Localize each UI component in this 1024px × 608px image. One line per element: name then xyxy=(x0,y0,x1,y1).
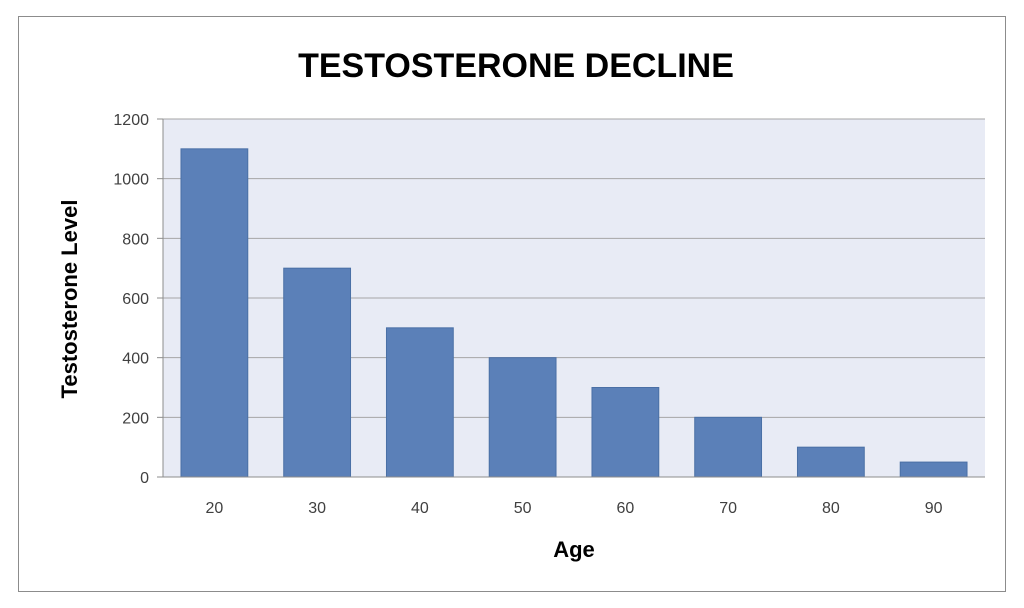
x-axis-title: Age xyxy=(553,537,595,562)
y-tick-label: 0 xyxy=(140,470,149,487)
y-tick-label: 1000 xyxy=(113,172,149,189)
x-tick-label: 20 xyxy=(205,500,223,517)
bar-40 xyxy=(385,327,454,478)
chart-title: TESTOSTERONE DECLINE xyxy=(298,47,734,85)
x-tick-labels: 20 30 40 50 60 70 80 90 xyxy=(205,500,942,517)
bar-90 xyxy=(899,461,968,478)
x-tick-label: 90 xyxy=(925,500,943,517)
y-tick-label: 1200 xyxy=(113,112,149,129)
y-tick-labels: 0 200 400 600 800 1000 1200 xyxy=(113,112,163,487)
y-tick-label: 400 xyxy=(122,351,149,368)
bar-70 xyxy=(694,416,763,478)
x-tick-label: 50 xyxy=(514,500,532,517)
chart-frame: TESTOSTERONE DECLINE 0 200 400 600 800 1000 12… xyxy=(18,16,1006,592)
bar-80 xyxy=(796,446,865,478)
bars xyxy=(180,148,968,478)
y-axis-title: Testosterone Level xyxy=(57,200,82,399)
x-tick-label: 80 xyxy=(822,500,840,517)
y-tick-label: 200 xyxy=(122,410,149,427)
x-tick-label: 60 xyxy=(616,500,634,517)
bar-60 xyxy=(591,387,660,478)
y-tick-label: 600 xyxy=(122,291,149,308)
x-tick-label: 70 xyxy=(719,500,737,517)
y-tick-label: 800 xyxy=(122,231,149,248)
bar-30 xyxy=(283,267,352,478)
bar-chart: TESTOSTERONE DECLINE 0 200 400 600 800 1000 12… xyxy=(57,47,985,562)
bar-50 xyxy=(488,357,557,478)
bar-20 xyxy=(180,148,249,478)
x-tick-label: 30 xyxy=(308,500,326,517)
x-tick-label: 40 xyxy=(411,500,429,517)
